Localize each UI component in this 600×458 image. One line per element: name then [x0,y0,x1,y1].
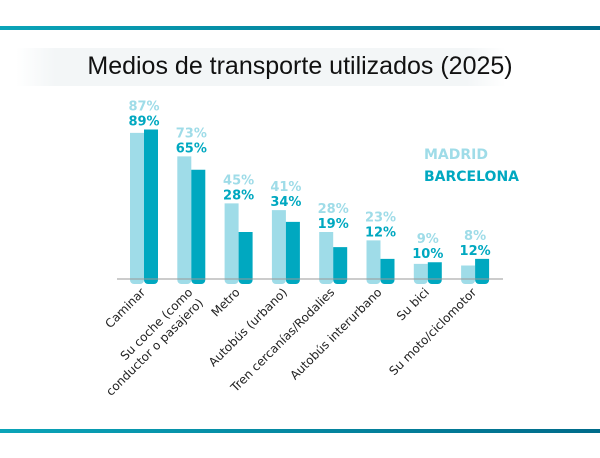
title-band [16,48,506,86]
bar-madrid [319,231,334,284]
category-label: Autobús (urbano) [206,285,290,369]
bar-barcelona [285,221,300,284]
bar-barcelona [475,258,490,284]
category-label: Su moto/ciclomotor [386,285,479,378]
category-label: Metro [208,285,242,319]
bar-madrid [130,132,144,284]
value-label-barcelona: 10% [412,247,443,262]
value-label-madrid: 23% [365,210,396,225]
value-label-madrid: 9% [417,232,439,247]
value-label-madrid: 41% [270,180,301,195]
value-label-barcelona: 89% [128,114,159,129]
legend-madrid: MADRID [424,147,488,163]
value-label-barcelona: 12% [365,225,396,240]
bar-madrid [271,210,286,284]
category-label-line: Autobús (urbano) [206,285,290,369]
category-label: Su coche (comoconductor o pasajero) [93,285,206,398]
value-label-barcelona: 28% [223,188,254,203]
chart-title: Medios de transporte utilizados (2025) [87,52,513,80]
bar-madrid [366,240,381,284]
legend-barcelona: BARCELONA [424,169,519,185]
value-label-madrid: 45% [223,173,254,188]
value-label-madrid: 28% [318,202,349,217]
category-label-line: Su moto/ciclomotor [386,285,479,378]
bar-madrid [461,265,476,284]
bar-barcelona [238,231,253,284]
value-label-madrid: 73% [176,126,207,141]
value-label-madrid: 87% [128,99,159,114]
bar-madrid [413,263,428,284]
category-label: Su bici [394,285,432,323]
category-label-line: Metro [208,285,242,319]
category-label: Autobús interurbano [287,285,384,382]
value-label-barcelona: 19% [318,217,349,232]
category-label-line: Autobús interurbano [287,285,384,382]
value-label-barcelona: 34% [270,195,301,210]
bottom-rule [0,429,600,433]
category-label-line: Su bici [394,285,432,323]
bar-barcelona [380,258,395,284]
bar-madrid [224,203,239,284]
value-label-madrid: 8% [464,229,486,244]
category-label-line: Caminar [102,285,148,331]
bar-barcelona [333,247,348,284]
top-rule [0,26,600,30]
value-label-barcelona: 65% [176,141,207,156]
category-label: Caminar [102,285,148,331]
bar-barcelona [191,169,206,284]
bar-barcelona [144,129,158,284]
bar-barcelona [427,262,442,284]
bar-madrid [177,156,192,284]
value-label-barcelona: 12% [460,244,491,259]
